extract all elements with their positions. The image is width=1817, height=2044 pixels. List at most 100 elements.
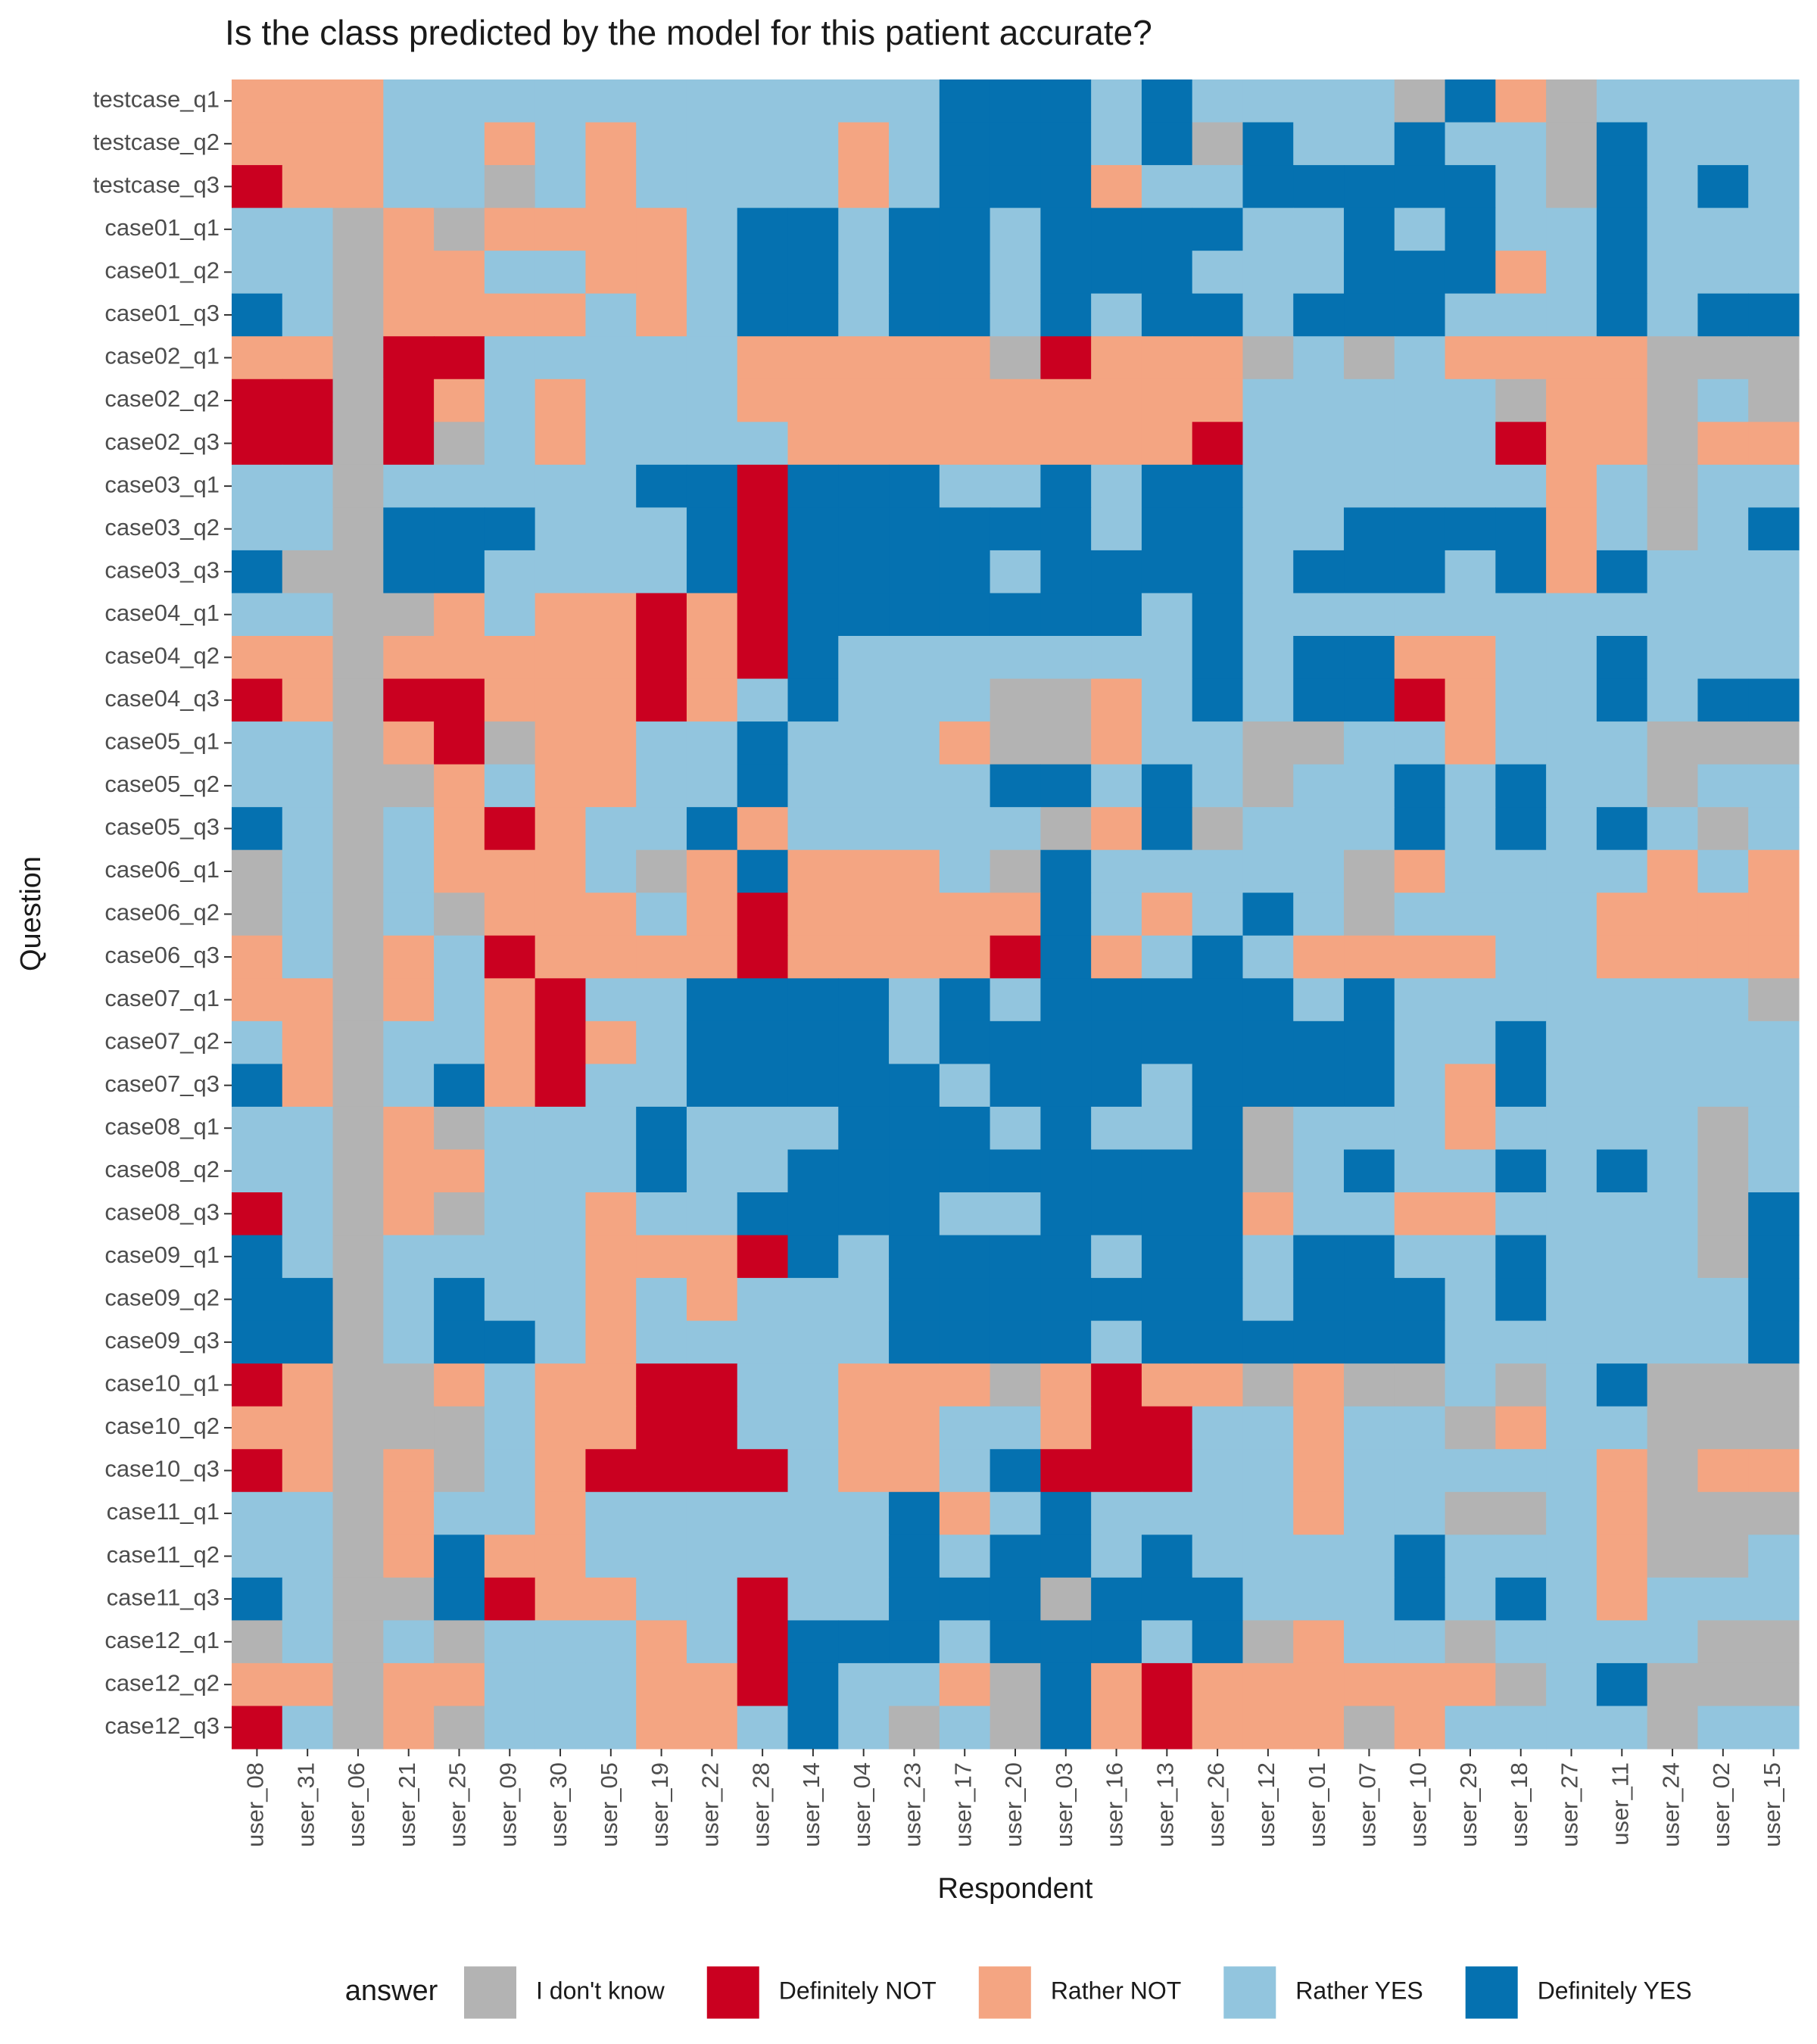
heatmap-cell <box>737 593 789 637</box>
heatmap-cell <box>1192 464 1244 508</box>
heatmap-cell <box>1344 379 1395 422</box>
heatmap-cell <box>484 678 536 722</box>
heatmap-cell <box>332 1192 384 1236</box>
y-tick-label: case08_q2 <box>104 1156 220 1182</box>
heatmap-cell <box>737 422 789 466</box>
heatmap-cell <box>332 1449 384 1493</box>
y-tick-label: case08_q3 <box>104 1198 220 1225</box>
heatmap-cell <box>232 79 283 123</box>
heatmap-cell <box>535 1662 587 1707</box>
heatmap-cell <box>1242 464 1294 508</box>
heatmap-cell <box>1040 1320 1092 1364</box>
heatmap-cell <box>1445 764 1496 808</box>
x-tick-label: user_19 <box>647 1762 673 1847</box>
heatmap-cell <box>383 379 435 422</box>
heatmap-cell <box>939 1620 991 1664</box>
heatmap-cell <box>383 807 435 851</box>
heatmap-cell <box>1344 1149 1395 1193</box>
heatmap-cell <box>1394 79 1446 123</box>
y-tick-label: case02_q1 <box>104 343 220 369</box>
heatmap-cell <box>232 1106 283 1151</box>
heatmap-cell <box>1697 849 1749 893</box>
heatmap-cell <box>1495 464 1547 508</box>
heatmap-cell <box>838 764 890 808</box>
heatmap-cell <box>939 1192 991 1236</box>
heatmap-cell <box>939 79 991 123</box>
heatmap-cell <box>636 207 687 251</box>
heatmap-cell <box>1394 764 1446 808</box>
heatmap-cell <box>332 1535 384 1578</box>
heatmap-cell <box>1344 507 1395 551</box>
heatmap-cell <box>1091 1020 1142 1064</box>
heatmap-cell <box>1394 1064 1446 1108</box>
heatmap-cell <box>484 764 536 808</box>
heatmap-cell <box>1748 593 1800 637</box>
heatmap-cell <box>585 764 637 808</box>
heatmap-cell <box>1192 978 1244 1022</box>
heatmap-cell <box>1242 807 1294 851</box>
heatmap-cell <box>434 1535 485 1578</box>
legend-label: Definitely NOT <box>779 1977 937 2004</box>
heatmap-cell <box>1344 79 1395 123</box>
heatmap-cell <box>939 1106 991 1151</box>
heatmap-cell <box>1647 1149 1699 1193</box>
y-tick-label: testcase_q2 <box>93 129 220 155</box>
heatmap-cell <box>484 1662 536 1707</box>
heatmap-cell <box>1242 336 1294 380</box>
heatmap-cell <box>484 1491 536 1535</box>
heatmap-cell <box>686 122 738 166</box>
heatmap-cell <box>282 1662 334 1707</box>
heatmap-cell <box>1091 207 1142 251</box>
heatmap-cell <box>535 379 587 422</box>
heatmap-cell <box>1040 1620 1092 1664</box>
heatmap-cell <box>686 1235 738 1279</box>
heatmap-cell <box>232 1020 283 1064</box>
heatmap-cell <box>282 1406 334 1450</box>
heatmap-cell <box>1546 1449 1597 1493</box>
heatmap-cell <box>889 1064 940 1108</box>
heatmap-cell <box>737 764 789 808</box>
heatmap-cell <box>1445 978 1496 1022</box>
heatmap-cell <box>787 678 839 722</box>
heatmap-cell <box>838 207 890 251</box>
heatmap-cell <box>434 1449 485 1493</box>
heatmap-cell <box>282 1491 334 1535</box>
heatmap-cell <box>383 507 435 551</box>
heatmap-cell <box>737 1106 789 1151</box>
x-tick-label: user_28 <box>747 1762 774 1847</box>
heatmap-cell <box>1091 807 1142 851</box>
heatmap-cell <box>1040 1449 1092 1493</box>
heatmap-cell <box>383 464 435 508</box>
heatmap-cell <box>1495 593 1547 637</box>
heatmap-cell <box>1445 1064 1496 1108</box>
heatmap-cell <box>1141 1491 1193 1535</box>
heatmap-cell <box>1394 507 1446 551</box>
heatmap-cell <box>1546 1064 1597 1108</box>
heatmap-cell <box>1192 550 1244 594</box>
heatmap-cell <box>1697 593 1749 637</box>
heatmap-cell <box>990 1491 1041 1535</box>
heatmap-cell <box>434 978 485 1022</box>
heatmap-cell <box>383 122 435 166</box>
heatmap-cell <box>737 1320 789 1364</box>
heatmap-cell <box>990 1020 1041 1064</box>
heatmap-cell <box>1242 1363 1294 1407</box>
heatmap-cell <box>585 1535 637 1578</box>
heatmap-cell <box>838 507 890 551</box>
heatmap-cell <box>1647 764 1699 808</box>
heatmap-cell <box>1697 1406 1749 1450</box>
heatmap-cell <box>434 1320 485 1364</box>
heatmap-cell <box>1697 1235 1749 1279</box>
heatmap-cell <box>1293 207 1345 251</box>
heatmap-cell <box>636 1577 687 1621</box>
y-tick-label: case06_q1 <box>104 856 220 883</box>
heatmap-cell <box>1495 1149 1547 1193</box>
heatmap-cell <box>1293 721 1345 765</box>
heatmap-cell <box>1394 1535 1446 1578</box>
heatmap-cell <box>939 636 991 680</box>
heatmap-cell <box>1242 1278 1294 1322</box>
heatmap-cell <box>383 251 435 294</box>
heatmap-cell <box>232 251 283 294</box>
heatmap-cell <box>636 978 687 1022</box>
heatmap-cell <box>434 336 485 380</box>
